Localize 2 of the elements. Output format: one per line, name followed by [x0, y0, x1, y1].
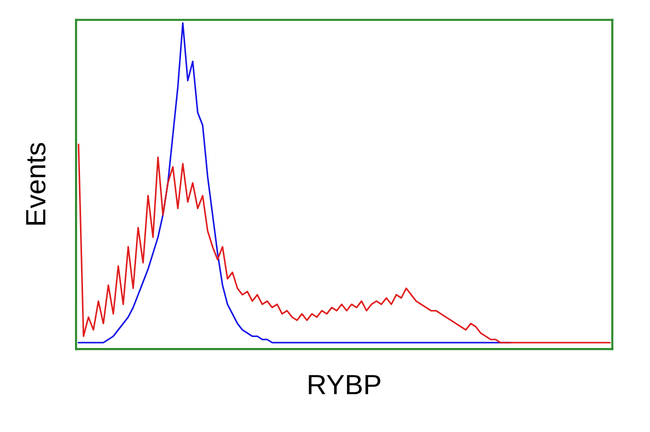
x-axis-title: RYBP — [308, 375, 380, 394]
y-axis-title: Events — [26, 143, 46, 225]
